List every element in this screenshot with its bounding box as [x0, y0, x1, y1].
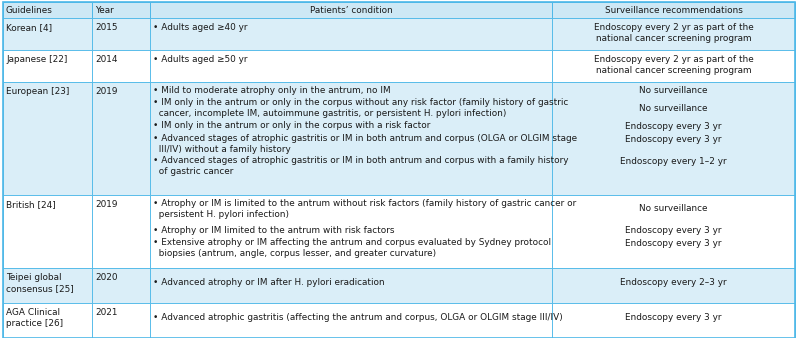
Bar — [92, 50, 150, 82]
Text: • Atrophy or IM is limited to the antrum without risk factors (family history of: • Atrophy or IM is limited to the antrum… — [153, 199, 576, 219]
Bar — [3, 50, 92, 82]
Bar — [552, 268, 795, 303]
Text: • IM only in the antrum or only in the corpus without any risk factor (family hi: • IM only in the antrum or only in the c… — [153, 98, 568, 118]
Text: • Adults aged ≥40 yr: • Adults aged ≥40 yr — [153, 23, 247, 32]
Text: • Advanced stages of atrophic gastritis or IM in both antrum and corpus (OLGA or: • Advanced stages of atrophic gastritis … — [153, 134, 577, 154]
Text: • Extensive atrophy or IM affecting the antrum and corpus evaluated by Sydney pr: • Extensive atrophy or IM affecting the … — [153, 238, 551, 258]
Text: Korean [4]: Korean [4] — [6, 23, 52, 32]
Bar — [150, 303, 552, 338]
Text: • Atrophy or IM limited to the antrum with risk factors: • Atrophy or IM limited to the antrum wi… — [153, 226, 394, 235]
Bar — [92, 303, 150, 338]
Bar — [150, 18, 552, 50]
Bar — [92, 195, 150, 268]
Text: Year: Year — [95, 6, 114, 15]
Text: • Advanced stages of atrophic gastritis or IM in both antrum and corpus with a f: • Advanced stages of atrophic gastritis … — [153, 156, 568, 176]
Text: Surveillance recommendations: Surveillance recommendations — [605, 6, 742, 15]
Text: Endoscopy every 1–2 yr: Endoscopy every 1–2 yr — [620, 157, 727, 166]
Bar — [92, 82, 150, 195]
Bar — [3, 195, 92, 268]
Text: Endoscopy every 3 yr: Endoscopy every 3 yr — [626, 226, 721, 235]
Text: Endoscopy every 3 yr: Endoscopy every 3 yr — [626, 122, 721, 131]
Text: No surveillance: No surveillance — [639, 104, 708, 113]
Text: 2014: 2014 — [95, 55, 117, 64]
Text: European [23]: European [23] — [6, 87, 69, 96]
Text: Teipei global
consensus [25]: Teipei global consensus [25] — [6, 273, 73, 293]
Text: Endoscopy every 3 yr: Endoscopy every 3 yr — [626, 313, 721, 322]
Text: Patients’ condition: Patients’ condition — [310, 6, 393, 15]
Bar — [552, 50, 795, 82]
Bar — [150, 2, 552, 18]
Text: 2021: 2021 — [95, 308, 117, 317]
Text: 2020: 2020 — [95, 273, 117, 282]
Bar — [3, 268, 92, 303]
Text: Guidelines: Guidelines — [6, 6, 53, 15]
Bar — [552, 82, 795, 195]
Bar — [150, 50, 552, 82]
Text: Endoscopy every 2 yr as part of the
national cancer screening program: Endoscopy every 2 yr as part of the nati… — [594, 55, 753, 75]
Text: No surveillance: No surveillance — [639, 86, 708, 95]
Text: AGA Clinical
practice [26]: AGA Clinical practice [26] — [6, 308, 63, 328]
Text: British [24]: British [24] — [6, 200, 56, 209]
Text: 2015: 2015 — [95, 23, 117, 32]
Text: No surveillance: No surveillance — [639, 204, 708, 213]
Bar — [150, 82, 552, 195]
Text: • Mild to moderate atrophy only in the antrum, no IM: • Mild to moderate atrophy only in the a… — [153, 86, 391, 95]
Bar — [552, 195, 795, 268]
Bar — [150, 195, 552, 268]
Text: Endoscopy every 2–3 yr: Endoscopy every 2–3 yr — [620, 278, 727, 287]
Text: 2019: 2019 — [95, 87, 117, 96]
Bar — [3, 82, 92, 195]
Text: Endoscopy every 3 yr: Endoscopy every 3 yr — [626, 239, 721, 248]
Text: • IM only in the antrum or only in the corpus with a risk factor: • IM only in the antrum or only in the c… — [153, 121, 430, 130]
Bar — [3, 18, 92, 50]
Text: • Advanced atrophic gastritis (affecting the antrum and corpus, OLGA or OLGIM st: • Advanced atrophic gastritis (affecting… — [153, 313, 563, 322]
Text: Endoscopy every 2 yr as part of the
national cancer screening program: Endoscopy every 2 yr as part of the nati… — [594, 23, 753, 43]
Bar — [552, 303, 795, 338]
Text: • Adults aged ≥50 yr: • Adults aged ≥50 yr — [153, 55, 247, 64]
Text: Endoscopy every 3 yr: Endoscopy every 3 yr — [626, 135, 721, 144]
Text: 2019: 2019 — [95, 200, 117, 209]
Bar — [3, 2, 92, 18]
Bar — [92, 2, 150, 18]
Bar — [92, 268, 150, 303]
Bar — [92, 18, 150, 50]
Text: • Advanced atrophy or IM after H. pylori eradication: • Advanced atrophy or IM after H. pylori… — [153, 278, 385, 287]
Bar — [3, 303, 92, 338]
Bar — [552, 18, 795, 50]
Text: Japanese [22]: Japanese [22] — [6, 55, 67, 64]
Bar — [150, 268, 552, 303]
Bar — [552, 2, 795, 18]
